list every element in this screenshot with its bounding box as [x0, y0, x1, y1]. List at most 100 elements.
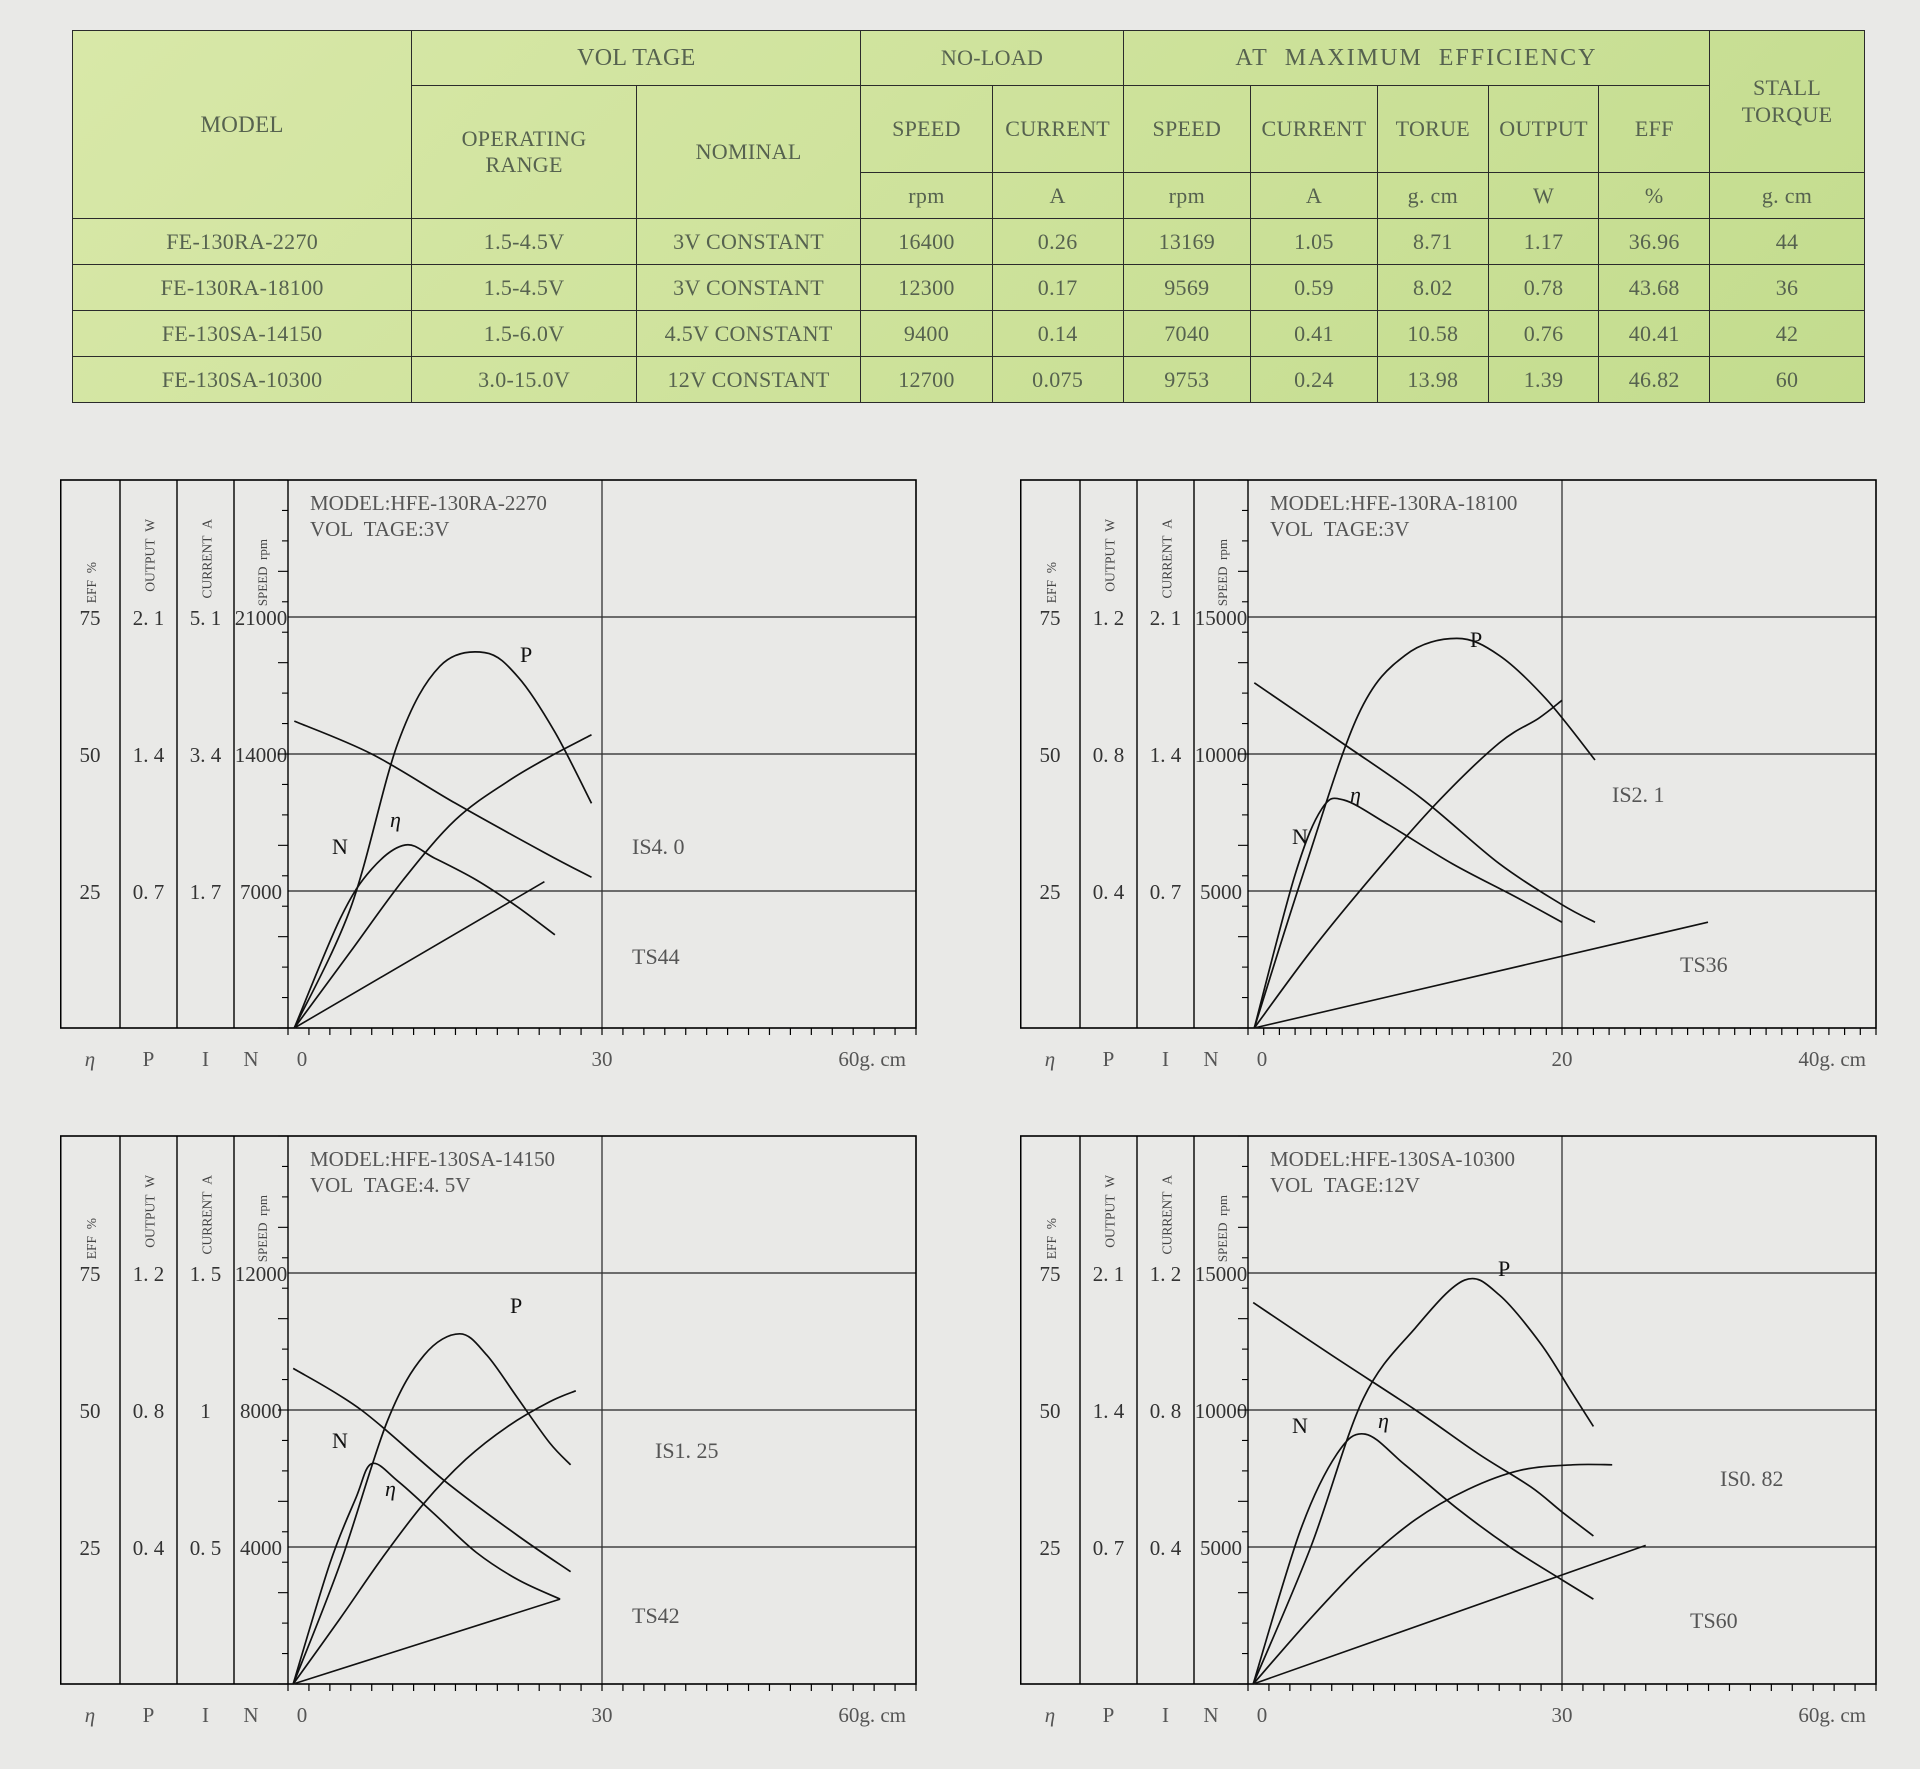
- svg-text:75: 75: [1040, 1262, 1061, 1286]
- svg-text:0: 0: [297, 1047, 308, 1071]
- svg-text:1. 2: 1. 2: [1150, 1262, 1182, 1286]
- svg-text:N: N: [1203, 1703, 1218, 1727]
- svg-text:I: I: [202, 1047, 209, 1071]
- svg-text:η: η: [1350, 782, 1361, 807]
- svg-text:IS0. 82: IS0. 82: [1720, 1466, 1784, 1491]
- svg-text:1. 4: 1. 4: [133, 743, 165, 767]
- svg-text:40g. cm: 40g. cm: [1798, 1047, 1866, 1071]
- svg-text:5000: 5000: [1200, 1536, 1242, 1560]
- svg-text:5. 1: 5. 1: [190, 606, 222, 630]
- svg-text:4000: 4000: [240, 1536, 282, 1560]
- svg-text:VOL TAGE:3V: VOL TAGE:3V: [310, 517, 449, 541]
- svg-text:30: 30: [1552, 1703, 1573, 1727]
- svg-text:EFF %: EFF %: [84, 562, 99, 603]
- svg-text:N: N: [1203, 1047, 1218, 1071]
- svg-text:30: 30: [592, 1047, 613, 1071]
- svg-text:OUTPUT W: OUTPUT W: [143, 519, 158, 592]
- svg-text:SPEED rpm: SPEED rpm: [255, 539, 270, 606]
- svg-text:50: 50: [80, 743, 101, 767]
- svg-text:η: η: [390, 807, 401, 832]
- svg-text:MODEL:HFE-130RA-18100: MODEL:HFE-130RA-18100: [1270, 491, 1517, 515]
- svg-text:CURRENT A: CURRENT A: [200, 1175, 215, 1255]
- svg-text:25: 25: [80, 880, 101, 904]
- svg-text:7000: 7000: [240, 880, 282, 904]
- svg-text:60g. cm: 60g. cm: [838, 1703, 906, 1727]
- svg-text:CURRENT A: CURRENT A: [200, 519, 215, 599]
- svg-text:SPEED rpm: SPEED rpm: [1215, 539, 1230, 606]
- svg-text:EFF %: EFF %: [84, 1218, 99, 1259]
- svg-text:CURRENT A: CURRENT A: [1160, 519, 1175, 599]
- svg-text:0: 0: [297, 1703, 308, 1727]
- svg-text:21000: 21000: [235, 606, 288, 630]
- svg-text:N: N: [243, 1047, 258, 1071]
- svg-text:0: 0: [1257, 1703, 1268, 1727]
- svg-text:IS4. 0: IS4. 0: [632, 834, 685, 859]
- svg-text:25: 25: [80, 1536, 101, 1560]
- svg-text:15000: 15000: [1195, 606, 1248, 630]
- svg-text:1. 7: 1. 7: [190, 880, 222, 904]
- svg-text:1. 2: 1. 2: [1093, 606, 1125, 630]
- svg-text:η: η: [85, 1703, 95, 1727]
- svg-text:0. 4: 0. 4: [1150, 1536, 1182, 1560]
- svg-text:N: N: [1292, 824, 1308, 849]
- svg-text:TS44: TS44: [632, 944, 680, 969]
- svg-text:8000: 8000: [240, 1399, 282, 1423]
- svg-text:0. 4: 0. 4: [133, 1536, 165, 1560]
- svg-text:TS36: TS36: [1680, 952, 1728, 977]
- svg-text:50: 50: [1040, 743, 1061, 767]
- svg-text:12000: 12000: [235, 1262, 288, 1286]
- svg-text:η: η: [85, 1047, 95, 1071]
- svg-text:0. 4: 0. 4: [1093, 880, 1125, 904]
- svg-text:P: P: [143, 1047, 155, 1071]
- svg-text:η: η: [1378, 1408, 1389, 1433]
- svg-text:TS42: TS42: [632, 1603, 680, 1628]
- svg-text:N: N: [332, 1428, 348, 1453]
- svg-text:1. 2: 1. 2: [133, 1262, 165, 1286]
- svg-text:1. 4: 1. 4: [1093, 1399, 1125, 1423]
- svg-text:60g. cm: 60g. cm: [1798, 1703, 1866, 1727]
- svg-text:P: P: [520, 642, 532, 667]
- svg-text:75: 75: [80, 1262, 101, 1286]
- svg-text:P: P: [1470, 627, 1482, 652]
- svg-text:EFF %: EFF %: [1044, 562, 1059, 603]
- svg-text:10000: 10000: [1195, 1399, 1248, 1423]
- svg-text:30: 30: [592, 1703, 613, 1727]
- svg-text:η: η: [385, 1476, 396, 1501]
- svg-text:MODEL:HFE-130SA-14150: MODEL:HFE-130SA-14150: [310, 1147, 555, 1171]
- svg-text:OUTPUT W: OUTPUT W: [143, 1175, 158, 1248]
- svg-text:VOL TAGE:4. 5V: VOL TAGE:4. 5V: [310, 1173, 470, 1197]
- svg-text:VOL TAGE:3V: VOL TAGE:3V: [1270, 517, 1409, 541]
- svg-text:SPEED rpm: SPEED rpm: [255, 1195, 270, 1262]
- svg-text:3. 4: 3. 4: [190, 743, 222, 767]
- svg-text:I: I: [1162, 1047, 1169, 1071]
- svg-text:0. 8: 0. 8: [1093, 743, 1125, 767]
- svg-text:P: P: [143, 1703, 155, 1727]
- svg-text:0. 7: 0. 7: [1150, 880, 1182, 904]
- svg-text:25: 25: [1040, 1536, 1061, 1560]
- svg-text:50: 50: [80, 1399, 101, 1423]
- svg-text:0: 0: [1257, 1047, 1268, 1071]
- svg-text:0. 7: 0. 7: [133, 880, 165, 904]
- svg-text:η: η: [1045, 1703, 1055, 1727]
- svg-text:SPEED rpm: SPEED rpm: [1215, 1195, 1230, 1262]
- svg-text:EFF %: EFF %: [1044, 1218, 1059, 1259]
- svg-text:5000: 5000: [1200, 880, 1242, 904]
- svg-text:10000: 10000: [1195, 743, 1248, 767]
- svg-text:IS2. 1: IS2. 1: [1612, 782, 1665, 807]
- svg-text:N: N: [332, 834, 348, 859]
- svg-text:50: 50: [1040, 1399, 1061, 1423]
- svg-text:15000: 15000: [1195, 1262, 1248, 1286]
- svg-text:I: I: [1162, 1703, 1169, 1727]
- svg-text:N: N: [243, 1703, 258, 1727]
- svg-text:IS1. 25: IS1. 25: [655, 1438, 719, 1463]
- svg-text:VOL TAGE:12V: VOL TAGE:12V: [1270, 1173, 1420, 1197]
- svg-text:1. 5: 1. 5: [190, 1262, 222, 1286]
- svg-text:CURRENT A: CURRENT A: [1160, 1175, 1175, 1255]
- svg-text:OUTPUT W: OUTPUT W: [1103, 519, 1118, 592]
- svg-text:P: P: [1498, 1256, 1510, 1281]
- svg-text:25: 25: [1040, 880, 1061, 904]
- svg-text:TS60: TS60: [1690, 1608, 1738, 1633]
- svg-text:20: 20: [1552, 1047, 1573, 1071]
- svg-text:60g. cm: 60g. cm: [838, 1047, 906, 1071]
- svg-text:1. 4: 1. 4: [1150, 743, 1182, 767]
